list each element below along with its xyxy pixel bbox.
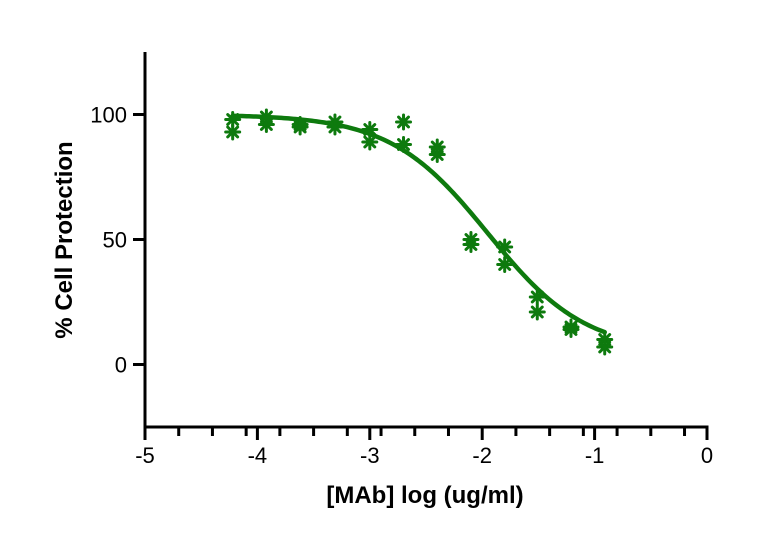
fit-curve [230, 113, 607, 335]
data-point [395, 136, 413, 153]
y-axis-title: % Cell Protection [51, 141, 78, 338]
marker-center [367, 139, 373, 145]
data-point [562, 321, 580, 338]
data-point [224, 123, 242, 141]
data-point [496, 238, 514, 256]
y-tick-label: 100 [90, 103, 127, 128]
axes: -5 -4 -3 -2 -1 0 0 50 100 [90, 52, 713, 468]
data-points-layer [224, 108, 614, 356]
x-tick-label: -2 [472, 443, 492, 468]
x-tick-label: -3 [360, 443, 380, 468]
marker-center [401, 119, 407, 125]
x-tick-label: -1 [585, 443, 605, 468]
data-point [462, 236, 480, 253]
marker-center [367, 127, 373, 132]
data-point [596, 338, 614, 356]
y-tick-label: 50 [103, 228, 127, 253]
x-tick-label: 0 [701, 443, 713, 468]
marker-center [230, 129, 236, 135]
data-point [395, 113, 413, 131]
data-point [326, 118, 344, 136]
data-point [528, 288, 546, 306]
marker-center [602, 344, 608, 350]
data-point [291, 118, 309, 136]
marker-center [568, 327, 574, 332]
y-tick-label: 0 [115, 353, 127, 378]
marker-center [297, 124, 303, 130]
x-axis-title: [MAb] log (ug/ml) [326, 482, 523, 509]
data-point [257, 116, 275, 133]
x-tick-label: -5 [135, 443, 155, 468]
x-tick-label: -4 [248, 443, 268, 468]
data-point [528, 303, 546, 321]
marker-center [534, 294, 540, 300]
marker-center [468, 242, 474, 247]
marker-center [332, 124, 338, 130]
data-point [496, 256, 514, 273]
fit-curve-layer [230, 113, 607, 335]
data-point [361, 133, 379, 151]
marker-center [401, 142, 407, 147]
data-point [428, 146, 446, 163]
data-point [361, 121, 379, 138]
marker-center [230, 117, 236, 122]
marker-center [434, 152, 440, 157]
marker-center [534, 309, 540, 315]
marker-center [263, 122, 269, 127]
marker-center [502, 262, 508, 267]
marker-center [502, 244, 508, 250]
